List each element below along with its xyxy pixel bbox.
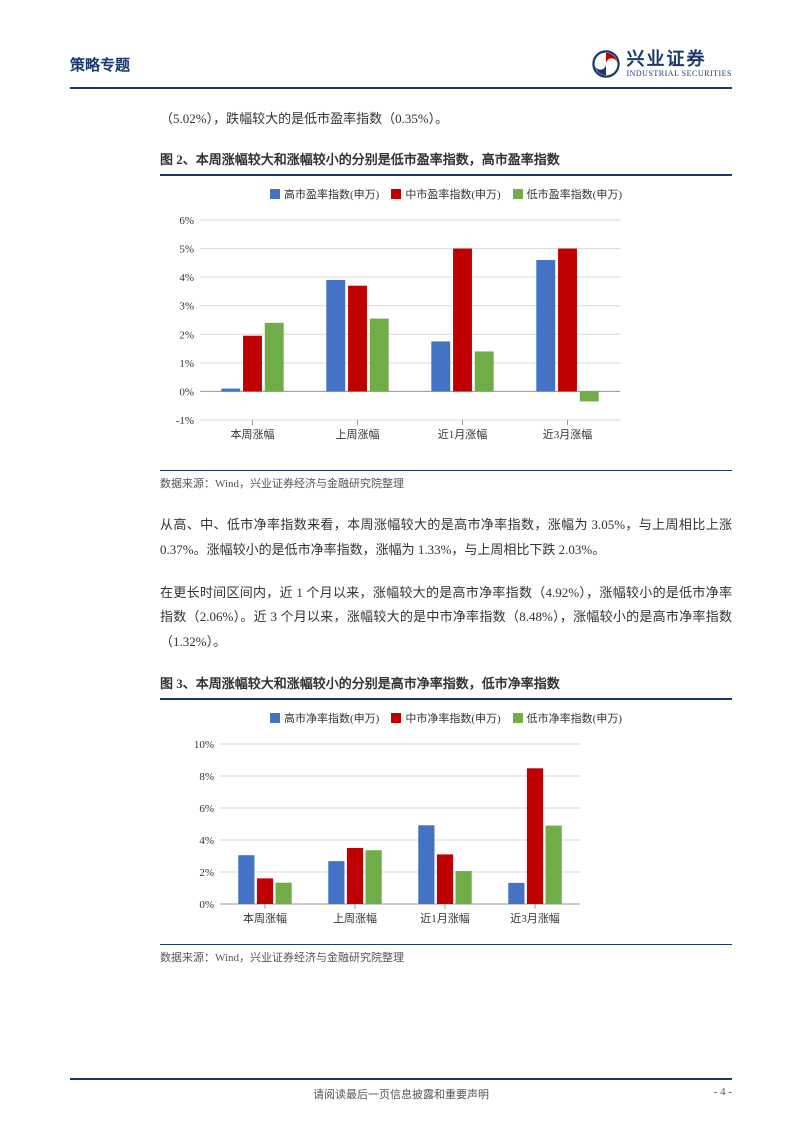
legend-label: 低市盈率指数(申万) xyxy=(527,186,622,202)
svg-text:6%: 6% xyxy=(179,215,194,227)
chart2-container: 高市盈率指数(申万) 中市盈率指数(申万) 低市盈率指数(申万) -1% 0% 1% 2%… xyxy=(160,186,732,466)
bar xyxy=(546,825,562,903)
bar xyxy=(276,882,292,903)
page-footer: 请阅读最后一页信息披露和重要声明 - 4 - xyxy=(70,1078,732,1098)
bar xyxy=(558,249,577,392)
svg-text:0%: 0% xyxy=(179,387,194,399)
svg-text:本周涨幅: 本周涨幅 xyxy=(243,911,287,925)
bar xyxy=(221,389,240,392)
bar xyxy=(238,855,254,904)
legend-label: 高市净率指数(申万) xyxy=(284,710,379,726)
svg-text:3%: 3% xyxy=(179,301,194,313)
svg-text:5%: 5% xyxy=(179,244,194,256)
chart2-title: 图 2、本周涨幅较大和涨幅较小的分别是低市盈率指数，高市盈率指数 xyxy=(160,149,732,176)
bar xyxy=(265,323,284,392)
legend-swatch xyxy=(513,713,523,723)
legend-item: 高市净率指数(申万) xyxy=(270,710,379,726)
bar xyxy=(431,342,450,392)
svg-text:2%: 2% xyxy=(199,867,214,879)
legend-swatch xyxy=(270,713,280,723)
legend-swatch xyxy=(391,189,401,199)
legend-swatch xyxy=(270,189,280,199)
bar xyxy=(456,871,472,904)
bar xyxy=(370,319,389,392)
chart3-source: 数据来源：Wind，兴业证券经济与金融研究院整理 xyxy=(160,944,732,965)
page-header: 策略专题 兴业证券 INDUSTRIAL SECURITIES xyxy=(70,50,732,89)
bar xyxy=(257,878,273,904)
svg-text:6%: 6% xyxy=(199,803,214,815)
svg-text:0%: 0% xyxy=(199,899,214,911)
svg-text:上周涨幅: 上周涨幅 xyxy=(336,428,380,441)
bar xyxy=(475,352,494,392)
bar xyxy=(326,280,345,391)
bar xyxy=(527,768,543,904)
legend-label: 高市盈率指数(申万) xyxy=(284,186,379,202)
bar xyxy=(508,883,524,904)
chart2-source: 数据来源：Wind，兴业证券经济与金融研究院整理 xyxy=(160,470,732,491)
bar-chart-svg: 0% 2% 4% 6% 8% 10% 本周涨幅 上周涨幅 近1月涨幅 近3月涨幅 xyxy=(160,734,600,936)
company-name-cn: 兴业证券 xyxy=(626,50,732,70)
chart2-plot: -1% 0% 1% 2% 3% 4% 5% 6% 本周涨幅 上周涨幅 近1月涨幅 近3月涨幅 xyxy=(160,210,732,466)
legend-swatch xyxy=(391,713,401,723)
legend-label: 中市盈率指数(申万) xyxy=(405,186,500,202)
bar xyxy=(328,861,344,904)
svg-text:8%: 8% xyxy=(199,771,214,783)
svg-text:-1%: -1% xyxy=(176,415,194,427)
bar xyxy=(348,286,367,392)
legend-swatch xyxy=(513,189,523,199)
footer-disclaimer: 请阅读最后一页信息披露和重要声明 xyxy=(70,1086,732,1102)
bar xyxy=(347,848,363,904)
legend-item: 高市盈率指数(申万) xyxy=(270,186,379,202)
bar xyxy=(366,850,382,904)
paragraph-2: 在更长时间区间内，近 1 个月以来，涨幅较大的是高市净率指数（4.92%），涨幅… xyxy=(160,581,732,655)
chart3-plot: 0% 2% 4% 6% 8% 10% 本周涨幅 上周涨幅 近1月涨幅 近3月涨幅 xyxy=(160,734,732,940)
svg-text:本周涨幅: 本周涨幅 xyxy=(231,427,275,441)
legend-item: 低市净率指数(申万) xyxy=(513,710,622,726)
bar-chart-svg: -1% 0% 1% 2% 3% 4% 5% 6% 本周涨幅 上周涨幅 近1月涨幅 近3月涨幅 xyxy=(160,210,640,462)
legend-label: 低市净率指数(申万) xyxy=(527,710,622,726)
bar xyxy=(243,336,262,392)
svg-text:近3月涨幅: 近3月涨幅 xyxy=(543,428,593,441)
svg-text:近1月涨幅: 近1月涨幅 xyxy=(420,912,470,925)
svg-text:上周涨幅: 上周涨幅 xyxy=(333,912,377,925)
company-name-en: INDUSTRIAL SECURITIES xyxy=(626,70,732,79)
svg-text:10%: 10% xyxy=(194,739,214,751)
bar xyxy=(536,260,555,391)
legend-item: 低市盈率指数(申万) xyxy=(513,186,622,202)
bar xyxy=(580,392,599,402)
bar xyxy=(437,854,453,904)
svg-text:近1月涨幅: 近1月涨幅 xyxy=(438,428,488,441)
paragraph-1: 从高、中、低市净率指数来看，本周涨幅较大的是高市净率指数，涨幅为 3.05%，与… xyxy=(160,513,732,562)
header-category: 策略专题 xyxy=(70,54,130,75)
svg-text:4%: 4% xyxy=(199,835,214,847)
svg-text:4%: 4% xyxy=(179,272,194,284)
bar xyxy=(418,825,434,904)
chart3-container: 高市净率指数(申万) 中市净率指数(申万) 低市净率指数(申万) 0% 2% 4% 6% 8… xyxy=(160,710,732,940)
intro-text: （5.02%），跌幅较大的是低市盈率指数（0.35%）。 xyxy=(160,107,732,132)
chart3-legend: 高市净率指数(申万) 中市净率指数(申万) 低市净率指数(申万) xyxy=(266,710,626,726)
chart3-title: 图 3、本周涨幅较大和涨幅较小的分别是高市净率指数，低市净率指数 xyxy=(160,673,732,700)
header-logo-block: 兴业证券 INDUSTRIAL SECURITIES xyxy=(592,50,732,79)
svg-text:近3月涨幅: 近3月涨幅 xyxy=(510,912,560,925)
legend-label: 中市净率指数(申万) xyxy=(405,710,500,726)
svg-text:1%: 1% xyxy=(179,358,194,370)
svg-text:2%: 2% xyxy=(179,330,194,342)
chart2-legend: 高市盈率指数(申万) 中市盈率指数(申万) 低市盈率指数(申万) xyxy=(160,186,732,202)
legend-item: 中市盈率指数(申万) xyxy=(391,186,500,202)
company-logo-icon xyxy=(592,50,620,78)
bar xyxy=(453,249,472,392)
legend-item: 中市净率指数(申万) xyxy=(391,710,500,726)
